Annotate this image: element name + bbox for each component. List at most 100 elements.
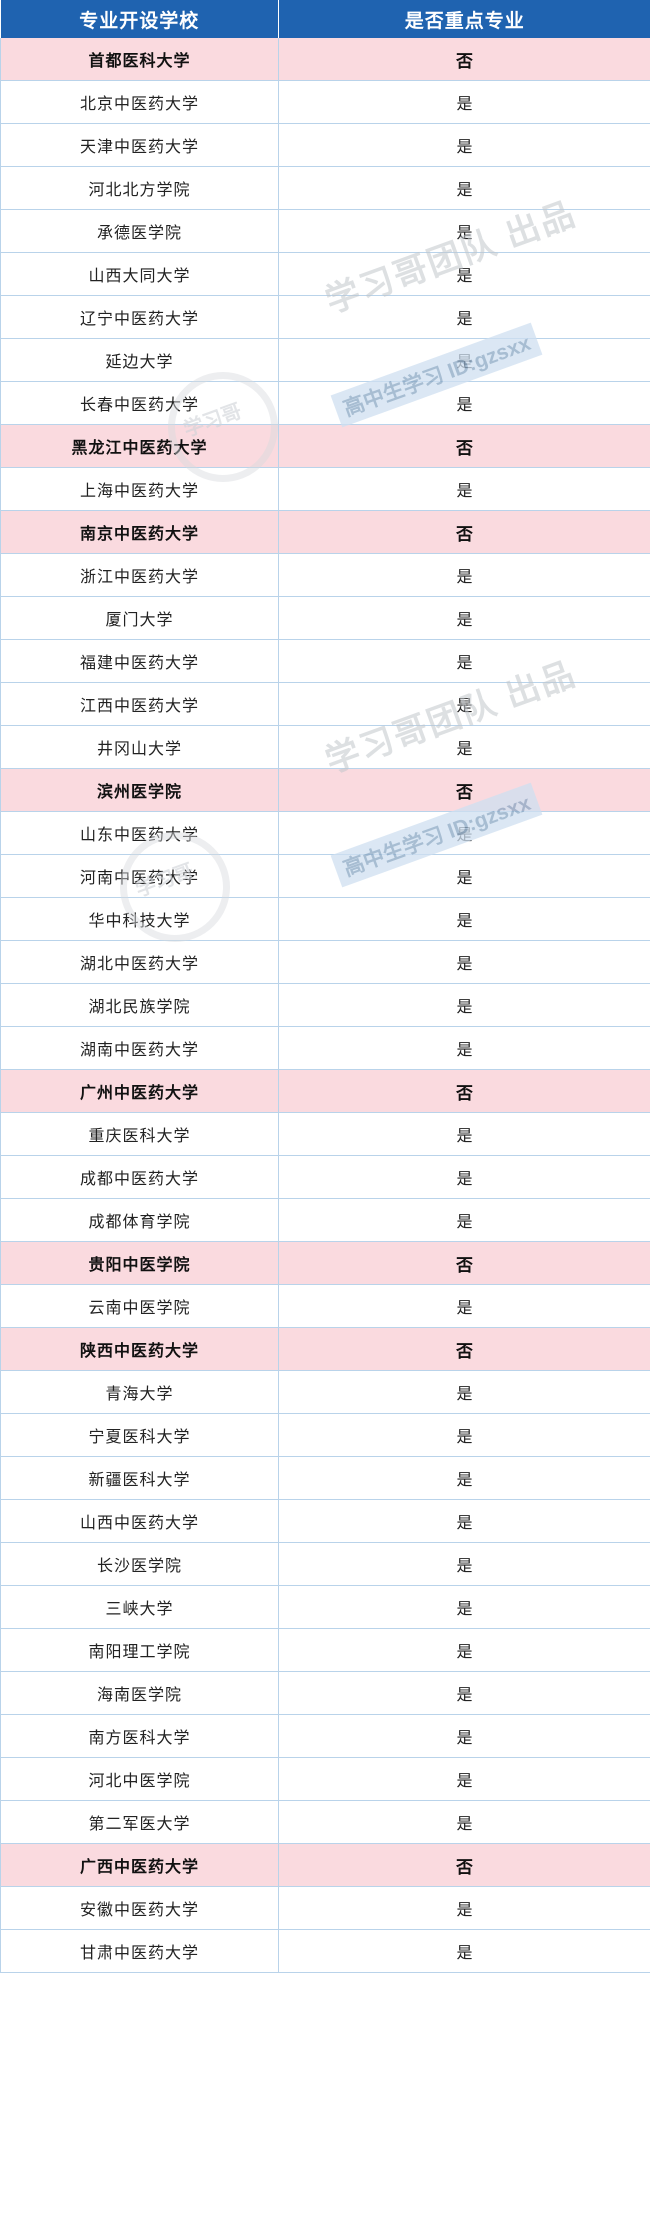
cell-school-name: 甘肃中医药大学 [0,1929,279,1973]
cell-key-major: 是 [278,1671,650,1715]
cell-school-name: 延边大学 [0,338,279,382]
school-major-table: 专业开设学校 是否重点专业 首都医科大学否北京中医药大学是天津中医药大学是河北北… [0,0,650,1973]
table-row: 安徽中医药大学是 [0,1886,650,1930]
cell-school-name: 滨州医学院 [0,768,279,812]
table-header-row: 专业开设学校 是否重点专业 [0,0,650,38]
cell-key-major: 否 [278,1843,650,1887]
table-row: 陕西中医药大学否 [0,1327,650,1371]
cell-school-name: 湖北中医药大学 [0,940,279,984]
cell-key-major: 是 [278,1456,650,1500]
cell-school-name: 第二军医大学 [0,1800,279,1844]
cell-school-name: 福建中医药大学 [0,639,279,683]
table-row: 井冈山大学是 [0,725,650,769]
cell-school-name: 南京中医药大学 [0,510,279,554]
cell-school-name: 云南中医学院 [0,1284,279,1328]
table-row: 长沙医学院是 [0,1542,650,1586]
cell-key-major: 是 [278,1026,650,1070]
table-row: 长春中医药大学是 [0,381,650,425]
cell-key-major: 是 [278,1198,650,1242]
table-row: 山西大同大学是 [0,252,650,296]
table-row: 南京中医药大学否 [0,510,650,554]
cell-key-major: 否 [278,1327,650,1371]
table-row: 湖北民族学院是 [0,983,650,1027]
table-row: 山东中医药大学是 [0,811,650,855]
school-table-container: 专业开设学校 是否重点专业 首都医科大学否北京中医药大学是天津中医药大学是河北北… [0,0,650,1973]
table-row: 延边大学是 [0,338,650,382]
table-row: 三峡大学是 [0,1585,650,1629]
table-row: 南方医科大学是 [0,1714,650,1758]
cell-key-major: 是 [278,1886,650,1930]
table-row: 辽宁中医药大学是 [0,295,650,339]
table-row: 北京中医药大学是 [0,80,650,124]
cell-key-major: 是 [278,295,650,339]
table-row: 厦门大学是 [0,596,650,640]
table-row: 青海大学是 [0,1370,650,1414]
cell-key-major: 是 [278,940,650,984]
cell-key-major: 是 [278,983,650,1027]
table-row: 首都医科大学否 [0,38,650,81]
cell-key-major: 是 [278,596,650,640]
cell-key-major: 是 [278,209,650,253]
cell-key-major: 是 [278,252,650,296]
cell-school-name: 天津中医药大学 [0,123,279,167]
cell-school-name: 山西中医药大学 [0,1499,279,1543]
cell-key-major: 是 [278,1112,650,1156]
table-row: 甘肃中医药大学是 [0,1929,650,1973]
table-row: 滨州医学院否 [0,768,650,812]
table-row: 湖北中医药大学是 [0,940,650,984]
cell-school-name: 成都中医药大学 [0,1155,279,1199]
cell-key-major: 是 [278,811,650,855]
table-row: 南阳理工学院是 [0,1628,650,1672]
cell-key-major: 是 [278,897,650,941]
cell-key-major: 是 [278,1370,650,1414]
cell-key-major: 是 [278,1714,650,1758]
cell-school-name: 河北中医学院 [0,1757,279,1801]
table-row: 贵阳中医学院否 [0,1241,650,1285]
cell-school-name: 北京中医药大学 [0,80,279,124]
cell-school-name: 湖北民族学院 [0,983,279,1027]
cell-school-name: 广西中医药大学 [0,1843,279,1887]
cell-key-major: 是 [278,1585,650,1629]
table-row: 河北中医学院是 [0,1757,650,1801]
column-header-key-major: 是否重点专业 [278,0,650,38]
cell-school-name: 南阳理工学院 [0,1628,279,1672]
cell-school-name: 山西大同大学 [0,252,279,296]
table-row: 新疆医科大学是 [0,1456,650,1500]
cell-school-name: 南方医科大学 [0,1714,279,1758]
cell-key-major: 是 [278,1284,650,1328]
cell-key-major: 是 [278,80,650,124]
table-row: 河南中医药大学是 [0,854,650,898]
table-row: 上海中医药大学是 [0,467,650,511]
table-row: 第二军医大学是 [0,1800,650,1844]
cell-key-major: 是 [278,553,650,597]
cell-school-name: 三峡大学 [0,1585,279,1629]
cell-school-name: 青海大学 [0,1370,279,1414]
table-row: 天津中医药大学是 [0,123,650,167]
table-row: 山西中医药大学是 [0,1499,650,1543]
cell-key-major: 是 [278,1155,650,1199]
cell-school-name: 重庆医科大学 [0,1112,279,1156]
table-header: 专业开设学校 是否重点专业 [0,0,650,38]
cell-key-major: 否 [278,1241,650,1285]
cell-school-name: 安徽中医药大学 [0,1886,279,1930]
table-row: 江西中医药大学是 [0,682,650,726]
cell-key-major: 是 [278,338,650,382]
cell-key-major: 是 [278,1757,650,1801]
cell-school-name: 承德医学院 [0,209,279,253]
cell-key-major: 是 [278,1542,650,1586]
cell-key-major: 是 [278,1628,650,1672]
cell-key-major: 是 [278,1929,650,1973]
cell-school-name: 上海中医药大学 [0,467,279,511]
table-row: 黑龙江中医药大学否 [0,424,650,468]
table-row: 海南医学院是 [0,1671,650,1715]
cell-key-major: 否 [278,510,650,554]
cell-school-name: 广州中医药大学 [0,1069,279,1113]
cell-school-name: 黑龙江中医药大学 [0,424,279,468]
cell-key-major: 是 [278,166,650,210]
cell-key-major: 是 [278,682,650,726]
table-row: 河北北方学院是 [0,166,650,210]
cell-school-name: 首都医科大学 [0,38,279,81]
cell-key-major: 否 [278,38,650,81]
cell-key-major: 是 [278,381,650,425]
column-header-school: 专业开设学校 [0,0,279,38]
